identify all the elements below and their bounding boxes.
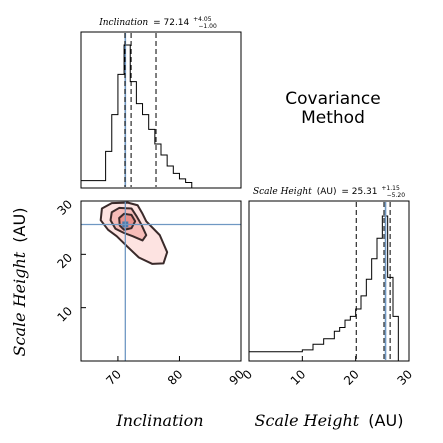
scale-height-xtick-label: 10: [288, 367, 309, 388]
inclination-histogram-panel: Inclination = 72.14 +4.05 −1.00: [80, 14, 242, 189]
scale-height-title: Scale Height (AU) = 25.31 +1.15 −5.20: [253, 183, 405, 199]
scale-height-xlabel: Scale Height (AU): [255, 411, 404, 430]
joint-ylabel: Scale Height (AU): [10, 208, 29, 357]
inclination-histogram-frame: [80, 31, 242, 189]
scale-height-xtick-label: 20: [341, 367, 362, 388]
joint-ytick-label: 20: [54, 251, 75, 272]
joint-ytick-label: 30: [54, 197, 75, 218]
scale-height-histogram-step: [249, 215, 409, 362]
inclination-histogram-step: [81, 44, 241, 189]
scale-height-histogram-frame: [248, 200, 410, 362]
joint-panel-frame: [80, 200, 242, 362]
scale-height-xtick-label: 30: [394, 367, 415, 388]
method-label-line2: Method: [301, 108, 365, 128]
method-label-line1: Covariance: [285, 89, 380, 109]
inclination-title: Inclination = 72.14 +4.05 −1.00: [98, 14, 217, 30]
joint-xtick-label: 70: [103, 367, 124, 388]
joint-xtick-label: 80: [165, 367, 186, 388]
joint-xlabel: Inclination: [115, 411, 203, 430]
joint-ytick-label: 10: [54, 304, 75, 325]
